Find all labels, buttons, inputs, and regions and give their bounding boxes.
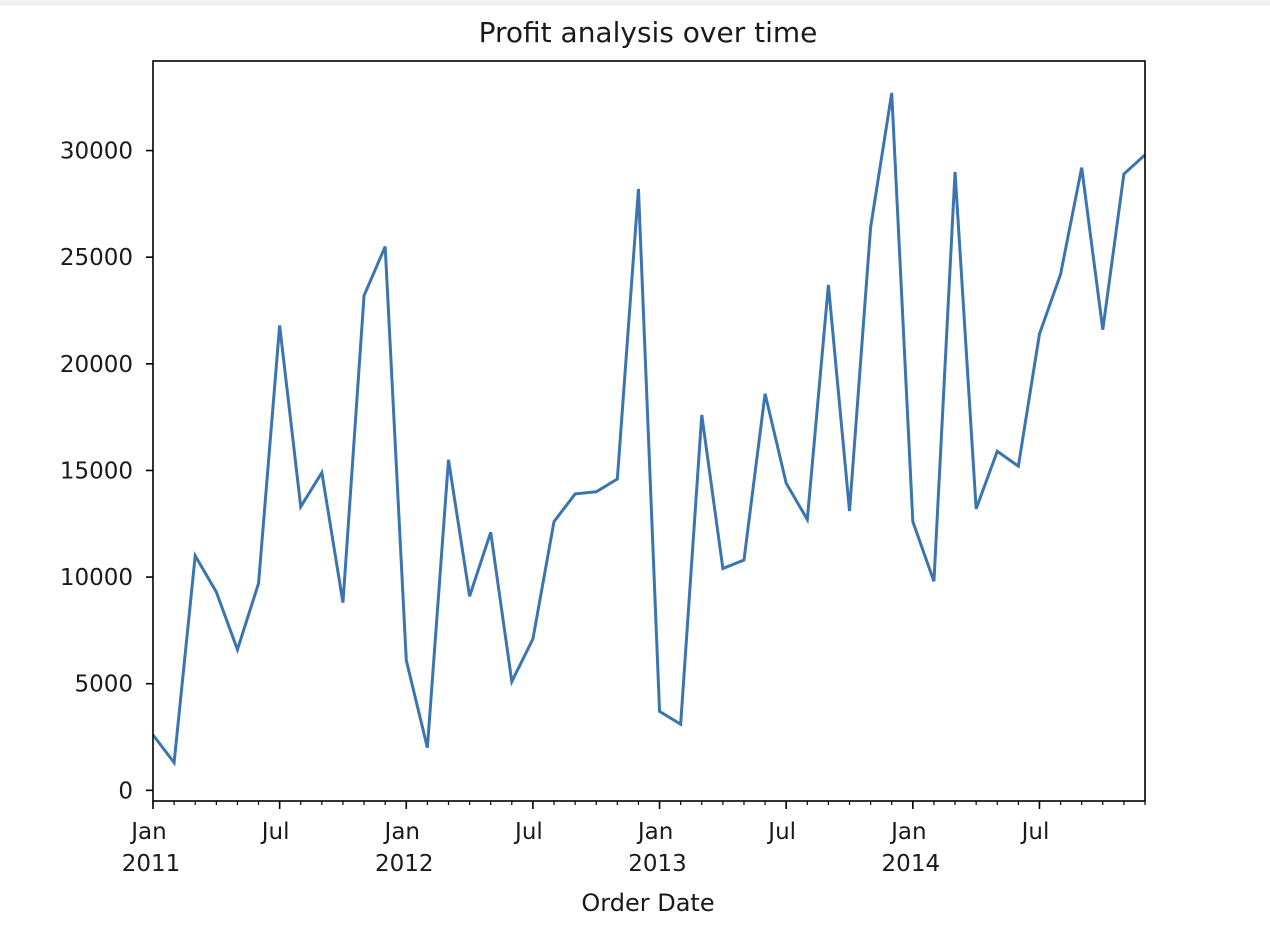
y-tick-label: 10000 — [60, 565, 133, 591]
x-tick-year-label: 2014 — [882, 851, 941, 877]
top-strip — [0, 0, 1270, 5]
plot-frame — [152, 60, 1146, 802]
x-tick-label: Jul — [766, 819, 796, 845]
x-tick-label: Jul — [1020, 819, 1050, 845]
y-tick-label: 20000 — [60, 352, 133, 378]
x-tick-label: Jan — [383, 819, 420, 845]
x-tick-year-label: 2011 — [122, 851, 181, 877]
x-tick-label: Jan — [636, 819, 673, 845]
y-tick-label: 0 — [118, 778, 133, 804]
y-axis: 0 5000 10000 15000 20000 25000 30000 — [60, 139, 153, 804]
x-axis: Jan 2011 Jul Jan 2012 Jul Jan 2013 Jul Jan 2014 Jul — [122, 801, 1146, 877]
x-axis-label: Order Date — [581, 889, 714, 917]
y-tick-label: 15000 — [60, 458, 133, 484]
x-tick-label: Jul — [513, 819, 543, 845]
x-tick-label: Jan — [889, 819, 926, 845]
x-tick-label: Jan — [129, 819, 166, 845]
chart-title: Profit analysis over time — [479, 16, 818, 49]
series-line — [151, 92, 1147, 767]
y-tick-label: 5000 — [74, 672, 133, 698]
x-tick-year-label: 2013 — [628, 851, 687, 877]
y-tick-label: 25000 — [60, 245, 133, 271]
x-tick-year-label: 2012 — [375, 851, 434, 877]
series-layer — [151, 92, 1147, 767]
x-tick-label: Jul — [260, 819, 290, 845]
y-tick-label: 30000 — [60, 139, 133, 165]
